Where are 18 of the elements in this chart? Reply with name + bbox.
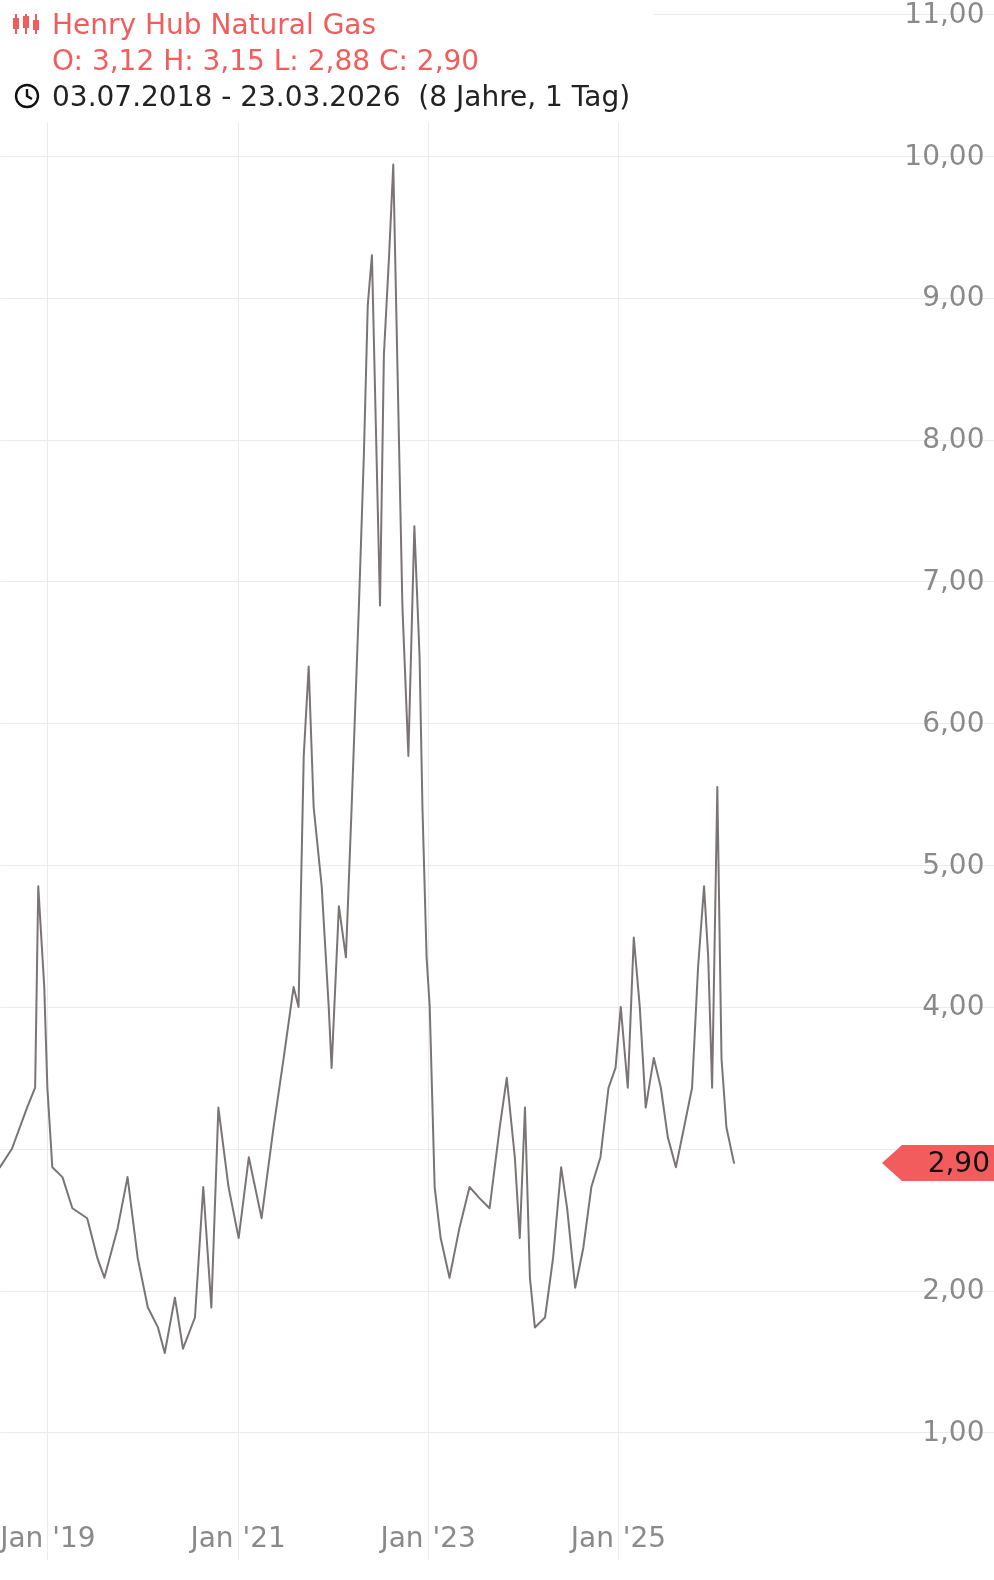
x-tick-label: Jan '25 <box>568 1520 667 1554</box>
x-tick-label: Jan '21 <box>188 1520 286 1554</box>
y-tick-label: 2,00 <box>922 1273 985 1307</box>
annotation: 2,90 <box>901 1144 994 1181</box>
y-tick-label: 9,00 <box>922 280 985 314</box>
y-tick-label: 4,00 <box>922 989 985 1023</box>
y-tick-label: 5,00 <box>922 847 985 881</box>
y-tick-label: 11,00 <box>904 0 985 30</box>
line-series <box>0 163 735 1354</box>
x-tick-label: Jan '23 <box>378 1520 476 1554</box>
text: O: 3,12 H: 3,15 L: 2,88 C: 2,90 <box>52 43 480 77</box>
chart-title: Henry Hub Natural Gas <box>52 7 377 41</box>
y-tick-label: 8,00 <box>922 422 985 456</box>
y-tick-label: 1,00 <box>922 1414 985 1448</box>
y-tick-label: 6,00 <box>922 705 985 739</box>
y-tick-label: 10,00 <box>904 138 985 172</box>
y-tick-label: 7,00 <box>922 563 985 597</box>
annotation: 03.07.2018 - 23.03.2026 (8 Jahre, 1 Tag) <box>52 79 631 113</box>
